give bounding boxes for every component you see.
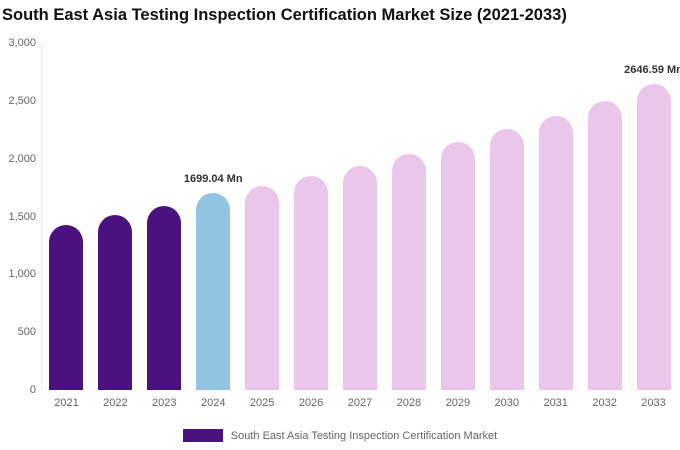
bar-2030[interactable] xyxy=(489,128,524,390)
y-tick-1500: 1,500 xyxy=(8,210,36,223)
x-tick-2026: 2026 xyxy=(298,397,324,409)
x-tick-2031: 2031 xyxy=(543,397,568,409)
bar-2021[interactable] xyxy=(49,224,84,390)
legend-swatch xyxy=(182,429,223,442)
bar-2023[interactable] xyxy=(147,206,182,390)
data-label-2033: 2646.59 Mn xyxy=(624,63,680,76)
legend[interactable]: South East Asia Testing Inspection Certi… xyxy=(0,429,680,442)
y-axis-line xyxy=(41,43,42,390)
bar-2026[interactable] xyxy=(294,176,329,390)
x-tick-2029: 2029 xyxy=(445,397,471,409)
y-tick-2500: 2,500 xyxy=(8,94,36,107)
bar-2022[interactable] xyxy=(98,215,133,390)
x-tick-2021: 2021 xyxy=(54,397,79,409)
bar-2024[interactable] xyxy=(196,193,231,390)
y-tick-2000: 2,000 xyxy=(8,152,36,165)
x-tick-2027: 2027 xyxy=(347,397,373,409)
x-tick-2033: 2033 xyxy=(641,397,666,409)
data-label-2024: 1699.04 Mn xyxy=(183,173,243,186)
y-tick-500: 500 xyxy=(17,326,36,339)
x-tick-2028: 2028 xyxy=(396,397,422,409)
bar-2033[interactable] xyxy=(636,83,671,390)
bar-2025[interactable] xyxy=(245,185,280,390)
x-tick-2022: 2022 xyxy=(103,397,128,409)
bar-2029[interactable] xyxy=(440,141,475,390)
x-tick-2025: 2025 xyxy=(249,397,275,409)
x-tick-2030: 2030 xyxy=(494,397,520,409)
y-tick-3000: 3,000 xyxy=(8,37,36,49)
x-tick-2023: 2023 xyxy=(152,397,177,409)
legend-label: South East Asia Testing Inspection Certi… xyxy=(230,429,498,442)
y-tick-0: 0 xyxy=(29,384,36,396)
chart-title: South East Asia Testing Inspection Certi… xyxy=(2,6,567,24)
y-tick-1000: 1,000 xyxy=(8,268,36,281)
bar-2032[interactable] xyxy=(587,101,622,390)
x-tick-2032: 2032 xyxy=(592,397,617,409)
bar-2031[interactable] xyxy=(538,116,573,390)
bar-2027[interactable] xyxy=(343,165,377,390)
bar-2028[interactable] xyxy=(391,154,426,390)
x-tick-2024: 2024 xyxy=(200,397,226,409)
